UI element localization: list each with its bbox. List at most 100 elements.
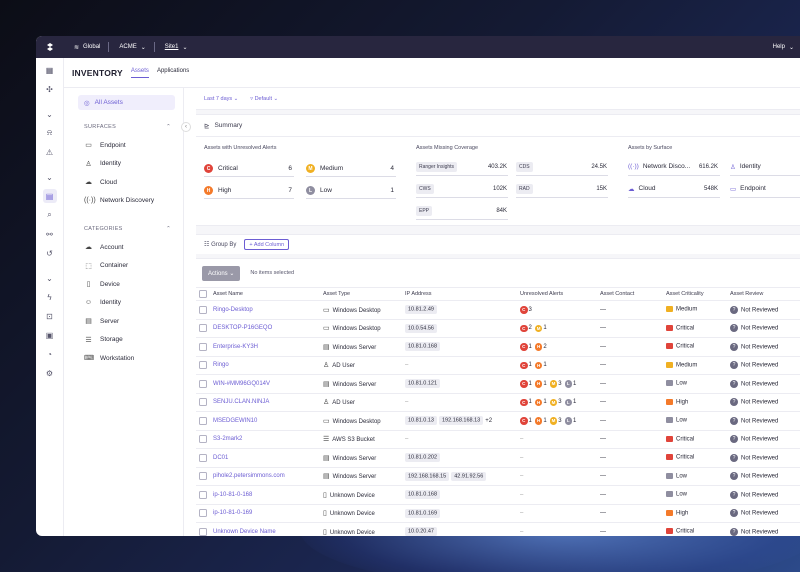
- help-menu[interactable]: Help ⌄: [773, 44, 794, 51]
- ip-more[interactable]: +2: [485, 417, 493, 424]
- row-checkbox[interactable]: [199, 490, 207, 499]
- collapse-sidebar-button[interactable]: ‹: [181, 122, 191, 132]
- asset-name-link[interactable]: WIN-#MM96GQ014V: [213, 380, 271, 387]
- sidebar-item-cloud[interactable]: ☁ Cloud: [72, 173, 175, 192]
- settings-icon[interactable]: ⚙: [45, 368, 54, 378]
- column-asset-type[interactable]: Asset Type: [320, 287, 402, 301]
- site-selector[interactable]: Site1 ⌄: [165, 44, 188, 51]
- table-row[interactable]: DC01 ▤ Windows Server 10.81.0.202 – — Cri…: [196, 448, 800, 468]
- row-checkbox[interactable]: [199, 527, 207, 536]
- row-checkbox[interactable]: [199, 435, 207, 444]
- coverage-epp[interactable]: EPP 84K: [416, 202, 508, 220]
- view-dropdown[interactable]: ▿ Default ⌄: [250, 96, 278, 102]
- account-selector[interactable]: ACME ⌄: [119, 44, 145, 51]
- table-row[interactable]: Unknown Device Name ▯ Unknown Device 10.0…: [196, 522, 800, 536]
- table-row[interactable]: MSEDGEWIN10 ▭ Windows Desktop 10.81.0.13 1…: [196, 411, 800, 431]
- actions-button[interactable]: Actions ⌄: [202, 265, 241, 281]
- sidebar-item-all-assets[interactable]: ◎ All Assets: [78, 95, 175, 110]
- table-row[interactable]: WIN-#MM96GQ014V ▤ Windows Server 10.81.0.…: [196, 374, 800, 394]
- report-icon[interactable]: ▣: [45, 330, 54, 340]
- asset-name-link[interactable]: Enterprise-KY3H: [213, 343, 259, 350]
- row-checkbox[interactable]: [199, 509, 207, 518]
- tab-assets[interactable]: Assets: [130, 68, 149, 78]
- time-range-dropdown[interactable]: Last 7 days ⌄: [204, 96, 238, 102]
- sidebar-item-server[interactable]: ▤ Server: [72, 312, 175, 331]
- select-all-checkbox[interactable]: [199, 290, 207, 298]
- asset-name-link[interactable]: ip-10-81-0-169: [213, 510, 253, 517]
- row-checkbox[interactable]: [199, 305, 207, 314]
- asset-name-link[interactable]: S3-2mark2: [213, 436, 243, 443]
- column-asset-criticality[interactable]: Asset Criticality: [663, 287, 727, 301]
- sidebar-item-account[interactable]: ☁ Account: [72, 238, 175, 257]
- add-column-button[interactable]: + Add Column: [244, 239, 290, 250]
- warning-icon[interactable]: ⚠: [45, 147, 54, 157]
- chevron-down-icon[interactable]: ⌄: [46, 109, 53, 119]
- asset-name-link[interactable]: DESKTOP-P16GEQO: [213, 325, 273, 332]
- table-row[interactable]: S3-2mark2 ☰ AWS S3 Bucket – – — Critical …: [196, 430, 800, 449]
- sidebar-item-container[interactable]: ⬚ Container: [72, 257, 175, 276]
- column-asset-name[interactable]: Asset Name: [210, 287, 320, 301]
- row-checkbox[interactable]: [199, 342, 207, 351]
- row-checkbox[interactable]: [199, 379, 207, 388]
- chevron-down-icon[interactable]: ⌄: [46, 172, 53, 182]
- search-icon[interactable]: ⌕: [47, 210, 52, 219]
- column-unresolved-alerts[interactable]: Unresolved Alerts: [517, 287, 597, 301]
- coverage-rad[interactable]: RAD 15K: [516, 180, 608, 198]
- asset-name-link[interactable]: Unknown Device Name: [213, 528, 276, 535]
- alert-high[interactable]: H High 7: [204, 183, 294, 199]
- sidebar-item-identity-category[interactable]: ☺ Identity: [72, 294, 175, 313]
- row-checkbox[interactable]: [199, 361, 207, 370]
- org-selector[interactable]: ≋ Global: [74, 44, 100, 51]
- coverage-ranger-insights[interactable]: Ranger Insights 403.2K: [416, 158, 508, 176]
- coverage-cws[interactable]: CWS 102K: [416, 180, 508, 198]
- asset-name-link[interactable]: SENJU.CLAN.NINJA: [213, 399, 270, 406]
- chevron-down-icon[interactable]: ⌄: [46, 273, 53, 283]
- column-asset-contact[interactable]: Asset Contact: [597, 287, 663, 301]
- alert-bell-icon[interactable]: ⍾: [46, 128, 53, 137]
- row-checkbox[interactable]: [199, 324, 207, 333]
- alert-medium[interactable]: M Medium 4: [306, 161, 396, 177]
- table-row[interactable]: DESKTOP-P16GEQO ▭ Windows Desktop 10.0.54…: [196, 319, 800, 338]
- surfaces-heading[interactable]: SURFACES ⌃: [84, 124, 171, 130]
- group-by-button[interactable]: ☷ Group By: [204, 241, 236, 248]
- asset-name-link[interactable]: ip-10-81-0-168: [213, 491, 253, 498]
- asset-name-link[interactable]: DC01: [213, 454, 229, 461]
- inbox-icon[interactable]: ⊡: [46, 311, 53, 321]
- surface-cloud[interactable]: ☁ Cloud 548K: [628, 180, 720, 198]
- row-checkbox[interactable]: [199, 472, 207, 481]
- sidebar-item-workstation[interactable]: ⌨ Workstation: [72, 349, 175, 368]
- sidebar-item-identity[interactable]: ♙ Identity: [72, 155, 175, 174]
- tab-applications[interactable]: Applications: [156, 68, 190, 74]
- sidebar-item-network-discovery[interactable]: ((·)) Network Discovery: [72, 192, 175, 211]
- asset-name-link[interactable]: Ringo: [213, 362, 229, 369]
- grid-icon[interactable]: ▦: [45, 65, 54, 75]
- summary-header[interactable]: ⊵ Summary: [196, 115, 800, 137]
- alert-low[interactable]: L Low 1: [306, 183, 396, 199]
- surface-identity[interactable]: ♙ Identity: [730, 158, 800, 176]
- sidebar-item-device[interactable]: ▯ Device: [72, 275, 175, 294]
- row-checkbox[interactable]: [199, 398, 207, 407]
- alert-critical[interactable]: C Critical 6: [204, 161, 294, 177]
- sidebar-item-endpoint[interactable]: ▭ Endpoint: [72, 136, 175, 155]
- target-icon[interactable]: ✣: [46, 84, 53, 94]
- asset-name-link[interactable]: pihole2.petersimmons.com: [213, 473, 285, 480]
- surface-endpoint[interactable]: ▭ Endpoint: [730, 180, 800, 198]
- column-ip-address[interactable]: IP Address: [402, 287, 517, 301]
- table-row[interactable]: pihole2.petersimmons.com ▤ Windows Server…: [196, 467, 800, 486]
- asset-name-link[interactable]: MSEDGEWIN10: [213, 417, 258, 424]
- surface-network-discovery[interactable]: ((·)) Network Disco... 616.2K: [628, 158, 720, 176]
- row-checkbox[interactable]: [199, 453, 207, 462]
- asset-name-link[interactable]: Ringo-Desktop: [213, 306, 253, 313]
- inventory-icon[interactable]: ▤: [42, 189, 57, 203]
- coverage-cds[interactable]: CDS 24.5K: [516, 158, 608, 176]
- history-icon[interactable]: ↺: [46, 248, 53, 258]
- column-asset-review[interactable]: Asset Review: [727, 287, 797, 301]
- categories-heading[interactable]: CATEGORIES ⌃: [84, 226, 171, 232]
- sidebar-item-storage[interactable]: ☰ Storage: [72, 331, 175, 350]
- bolt-icon[interactable]: ϟ: [47, 292, 52, 302]
- table-row[interactable]: ip-10-81-0-169 ▯ Unknown Device 10.81.0.1…: [196, 504, 800, 523]
- table-row[interactable]: Enterprise-KY3H ▤ Windows Server 10.81.0.…: [196, 337, 800, 357]
- table-row[interactable]: ip-10-81-0-168 ▯ Unknown Device 10.81.0.1…: [196, 485, 800, 505]
